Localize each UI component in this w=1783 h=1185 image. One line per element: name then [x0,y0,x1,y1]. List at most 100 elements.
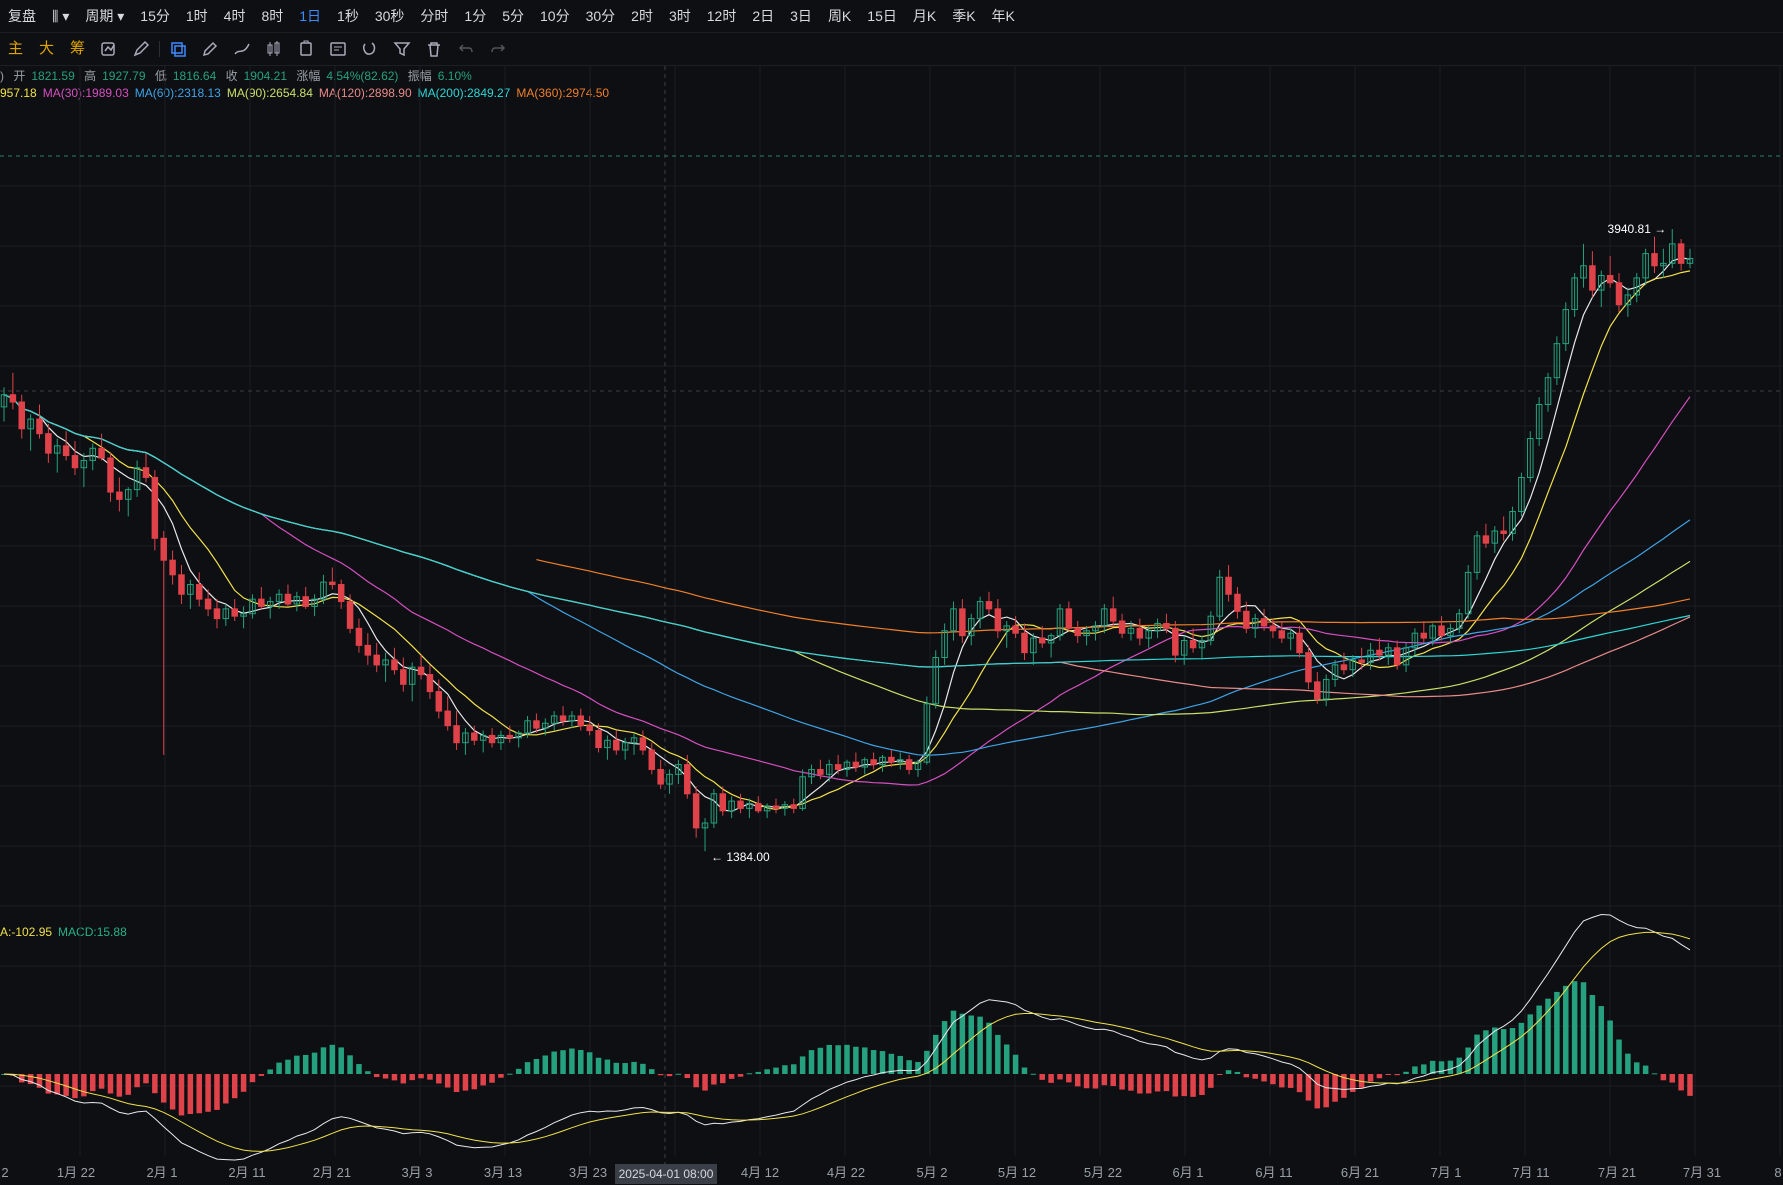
period-item-12[interactable]: 10分 [540,8,570,24]
macd-bar [1660,1074,1667,1081]
candle-body [1109,608,1117,622]
period-item-17[interactable]: 2日 [752,8,775,24]
measure-icon[interactable] [290,33,322,65]
period-item-6[interactable]: 1日 [299,8,322,24]
period-item-23[interactable]: 年K [991,8,1015,24]
period-item-20[interactable]: 15日 [867,8,897,24]
macd-bar [1447,1060,1454,1074]
macd-bar [63,1074,69,1096]
macd-bar [879,1051,886,1074]
x-tick-label: 3月 23 [569,1165,607,1180]
macd-bar [666,1074,673,1077]
candle-body [1358,659,1365,663]
trash-icon[interactable] [418,33,450,65]
macd-bar [1110,1074,1116,1087]
macd-bar [870,1050,877,1074]
macd-bar [746,1073,753,1075]
macd-bar [453,1074,460,1093]
macd-bar [18,1074,25,1083]
ma-line-10 [3,270,1691,811]
period-item-0[interactable]: 复盘 [8,8,36,24]
macd-bar [196,1074,202,1114]
macd-bar [125,1074,131,1095]
macd-bar [267,1069,273,1074]
candle-body [1047,635,1055,644]
main-indicator-button[interactable]: 主 [8,40,24,57]
macd-bar [1394,1074,1400,1076]
ma-line-5 [3,257,1691,812]
chart-type-icon[interactable]: ⫼ ▾ [52,8,70,24]
big-order-button[interactable]: 大 [39,40,55,57]
candle-body [852,761,860,768]
macd-bar [1412,1066,1418,1074]
pen-tool-icon[interactable] [125,33,157,65]
undo-icon[interactable] [450,33,482,65]
candle-body [1571,277,1578,311]
candle-body [994,608,1002,632]
redo-icon[interactable] [482,33,514,65]
period-item-5[interactable]: 8时 [261,8,284,24]
candle-body [701,822,709,829]
max-price-label: 3940.81 → [1608,222,1667,236]
low-label: 低 [154,69,167,83]
candlestick-chart[interactable]: 3940.81 → ← 1384.00 2 1月 22 2月 1 2月 11 2月 21 3月… [0,66,1783,1185]
macd-bar [1216,1074,1223,1075]
candle-body [781,804,789,809]
macd-bar [1021,1067,1028,1074]
magnet-icon[interactable] [354,33,386,65]
macd-bar [924,1050,930,1074]
x-tick-label: 2月 21 [313,1165,351,1180]
period-item-10[interactable]: 1分 [464,8,487,24]
crosshair-date-box [615,1164,717,1184]
macd-bar [1669,1074,1676,1083]
period-item-15[interactable]: 3时 [668,8,691,24]
open-value: 1821.59 [31,69,75,83]
candle-body [488,734,496,744]
candle-body [790,804,798,809]
note-icon[interactable] [322,33,354,65]
macd-bar [444,1074,451,1088]
period-item-14[interactable]: 2时 [631,8,653,24]
period-item-7[interactable]: 1秒 [337,8,359,24]
macd-bar [533,1058,540,1074]
period-item-1[interactable]: 周期 ▾ [85,8,125,24]
macd-bar [1083,1074,1090,1089]
period-item-18[interactable]: 3日 [790,8,812,24]
period-item-3[interactable]: 1时 [185,8,208,24]
candle-body [364,644,372,656]
candle-body [1083,630,1090,637]
candle-body [355,627,363,646]
macd-bar [1385,1074,1392,1075]
candle-body [1438,625,1445,637]
period-item-22[interactable]: 季K [952,8,976,24]
macd-bar [595,1057,602,1074]
chips-button[interactable]: 筹 [70,40,86,57]
candle-body [1411,632,1419,649]
candle-body [337,584,345,603]
period-item-2[interactable]: 15分 [140,8,170,24]
open-label: 开 [13,69,26,83]
candle-body [710,793,718,824]
x-tick-label: 5月 2 [916,1165,947,1180]
macd-bar [1066,1074,1072,1083]
indicator-icon[interactable] [93,33,125,65]
candle-tool-icon[interactable] [258,33,290,65]
period-item-4[interactable]: 4时 [223,8,246,24]
x-tick-label: 2月 11 [228,1165,265,1180]
brush-icon[interactable] [226,33,258,65]
period-item-13[interactable]: 30分 [585,8,616,24]
filter-icon[interactable] [386,33,418,65]
period-item-9[interactable]: 分时 [420,8,449,24]
macd-bar [373,1074,380,1078]
ma-legend-item-0: 957.18 [0,86,37,100]
pencil-icon[interactable] [194,33,226,65]
candle-body [1669,243,1676,264]
period-item-19[interactable]: 周K [827,8,852,24]
select-icon[interactable] [162,33,194,65]
macd-bar [240,1074,247,1092]
period-item-8[interactable]: 30秒 [374,8,405,24]
period-item-11[interactable]: 5分 [502,8,525,24]
macd-bar [586,1052,593,1074]
period-item-21[interactable]: 月K [912,8,937,24]
period-item-16[interactable]: 12时 [706,8,737,24]
